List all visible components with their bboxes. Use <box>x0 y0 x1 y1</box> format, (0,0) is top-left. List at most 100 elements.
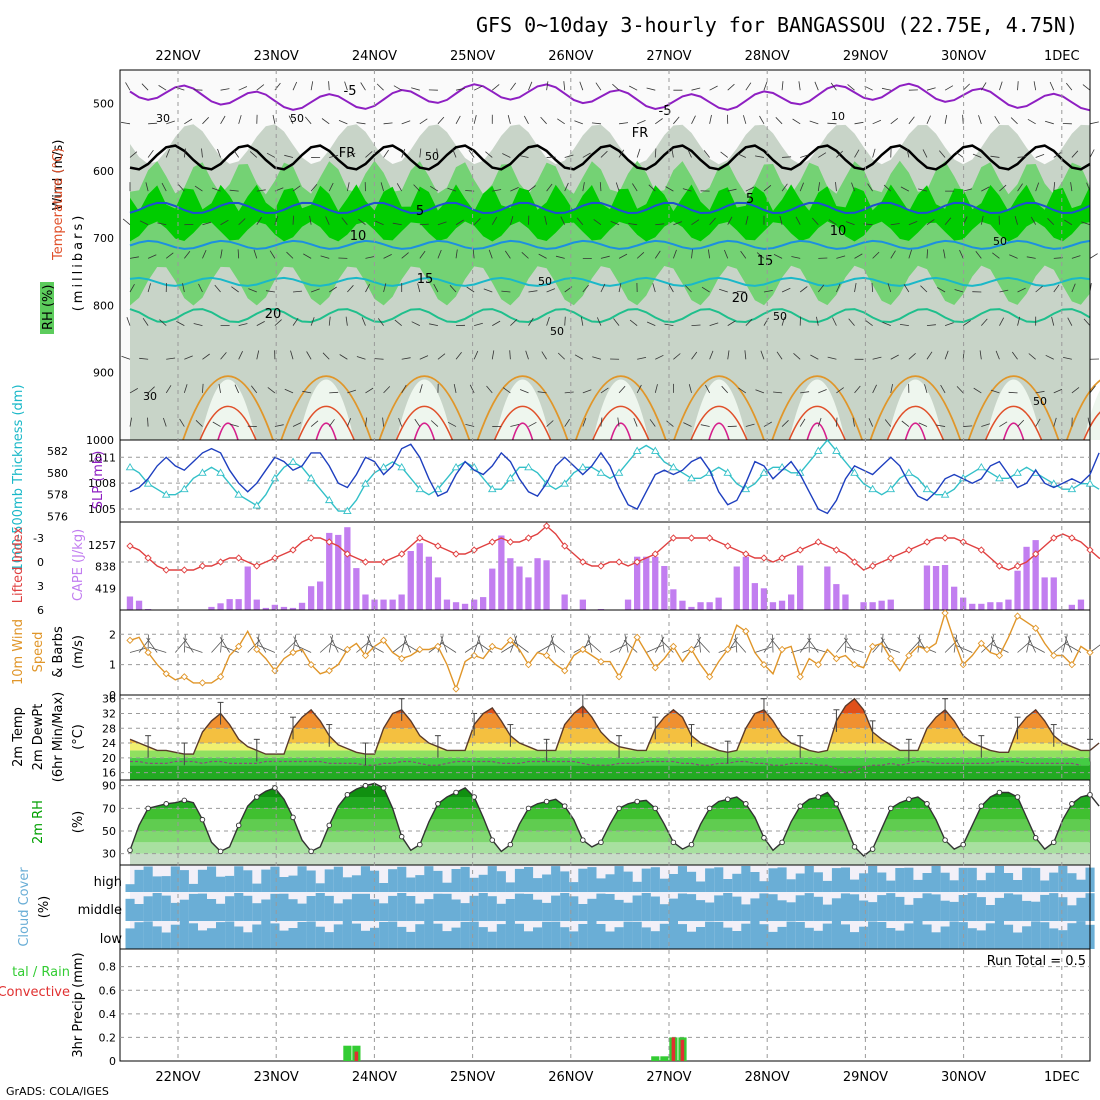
cloud-cell <box>822 904 832 921</box>
wind10-tick-1: 1 <box>109 659 116 672</box>
wind-barb <box>555 255 565 259</box>
wind-barb <box>560 216 566 225</box>
cloud-cell <box>759 893 769 921</box>
wind10-barb-67 <box>735 634 738 653</box>
wind-barb <box>193 89 203 91</box>
isotherm-30-day-7 <box>886 405 945 441</box>
cloud-cell <box>994 866 1004 892</box>
rh-contour-label-1: 50 <box>290 112 304 125</box>
cloud-cell <box>641 893 651 921</box>
cloud-cell <box>1040 922 1050 949</box>
cloud-cell <box>270 893 280 921</box>
cape-bar-105 <box>1077 599 1085 610</box>
lifted-index-series-point <box>887 554 895 562</box>
cloud-cell <box>840 924 850 949</box>
wind-barb <box>926 351 933 360</box>
date-label-top-4: 26NOV <box>548 49 593 64</box>
wind10-barb-84 <box>880 637 892 653</box>
wind-barb <box>233 149 240 158</box>
wind10-barb-87 <box>917 634 921 653</box>
isotherm-35-day-0 <box>217 422 239 441</box>
cloud-layer-high: high <box>94 875 122 890</box>
wind-barb <box>673 221 683 226</box>
cape-bar-21 <box>317 581 324 610</box>
wind10-series-point <box>705 673 714 681</box>
cape-bar-46 <box>543 560 550 610</box>
wind-barb <box>963 188 972 192</box>
wind-barb <box>978 115 982 124</box>
cloud-cell <box>687 871 697 892</box>
rh-band-40 <box>130 831 1090 843</box>
isotherm-30-day-6 <box>788 405 846 441</box>
wind10-barb-57 <box>646 644 663 653</box>
rh2m-series-point <box>652 805 659 812</box>
wind-barb <box>346 182 350 192</box>
cape-bar-41 <box>498 535 505 610</box>
isotherm-15 <box>129 276 1091 287</box>
wind-barb <box>492 84 500 91</box>
cloud-cell <box>243 932 253 949</box>
cloud-cell <box>207 866 217 892</box>
t-band-20 <box>130 750 1090 758</box>
lifted-index-series-point <box>289 546 297 554</box>
wind-barb <box>938 150 946 158</box>
wind-barb <box>956 386 964 394</box>
cloud-cell <box>487 896 497 921</box>
wind10-series-point <box>180 673 188 681</box>
wind-barb <box>781 287 791 293</box>
day-gridlines <box>177 70 1063 1061</box>
wind10-barb-103 <box>1062 634 1068 653</box>
cloud-cell <box>659 904 669 921</box>
thickness-series-point <box>288 457 298 465</box>
isotherm-label-0: -5 <box>344 84 357 99</box>
cape-bar-48 <box>561 594 568 610</box>
cloud-cell <box>216 876 226 892</box>
wind-barb <box>632 183 638 192</box>
wind-barb <box>981 423 991 427</box>
rh2m-series-point <box>181 797 188 804</box>
wind-barb <box>159 319 167 326</box>
wind-barb <box>884 419 892 427</box>
wind-barb <box>628 223 638 226</box>
wind-barb <box>727 216 733 225</box>
cloud-cell <box>424 921 434 949</box>
rh2m-series-point <box>833 801 840 807</box>
rh2m-series-point <box>145 805 151 812</box>
wind-barb <box>854 283 857 293</box>
cloud-cell <box>650 931 660 949</box>
thickness-series-point <box>687 473 696 482</box>
lifted-index-series-point <box>271 554 279 562</box>
slp-tick-1005: 1005 <box>88 503 116 516</box>
isotherm-label-8: 15 <box>417 272 434 287</box>
isotherm-5 <box>129 201 1091 215</box>
pressure-tick-1000: 1000 <box>86 434 114 447</box>
wind-barb <box>129 256 139 259</box>
cape-bar-19 <box>298 602 306 610</box>
wind-barb <box>414 418 421 427</box>
wind-barb <box>582 284 589 293</box>
wind-barb <box>265 290 275 293</box>
cloud-cell <box>569 931 579 949</box>
wind-barb <box>238 218 246 226</box>
isotherm-m5 <box>129 82 1091 112</box>
cloud-cell <box>415 924 425 949</box>
thickness-series-point <box>850 468 859 476</box>
cape-bar-22 <box>326 532 333 610</box>
rh-band-20 <box>130 853 1090 865</box>
cape-bar-57 <box>643 556 650 610</box>
wind10-series-point <box>814 661 822 669</box>
cape-bar-55 <box>624 599 632 610</box>
rh2m-series-point <box>978 803 985 809</box>
wind-barb <box>618 385 626 394</box>
wind10-series-point <box>669 642 678 651</box>
wind-barb <box>419 148 422 158</box>
wind-barb <box>906 148 910 158</box>
thickness-series-point <box>1049 479 1059 487</box>
slp-panel-frame <box>119 439 1091 523</box>
t2m-label-b: 2m DewPt <box>31 704 46 771</box>
cape-bar-26 <box>362 594 369 610</box>
lifted-index-series-point <box>506 538 515 546</box>
cloud-cell <box>288 875 298 892</box>
rh2m-series-point <box>888 805 894 812</box>
wind-barb <box>872 356 882 360</box>
